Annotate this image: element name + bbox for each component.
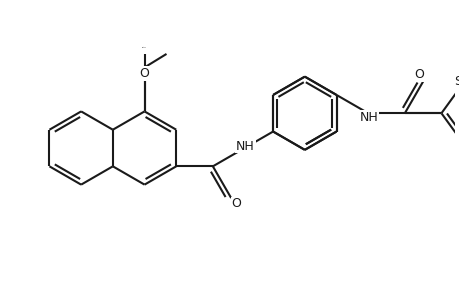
Text: O: O (231, 197, 241, 211)
Text: methyl: methyl (142, 46, 147, 48)
Text: NH: NH (359, 111, 378, 124)
Text: O: O (139, 68, 149, 80)
Text: O: O (139, 68, 149, 80)
Text: O: O (414, 68, 423, 81)
Text: S: S (453, 75, 459, 88)
Text: NH: NH (235, 140, 254, 152)
